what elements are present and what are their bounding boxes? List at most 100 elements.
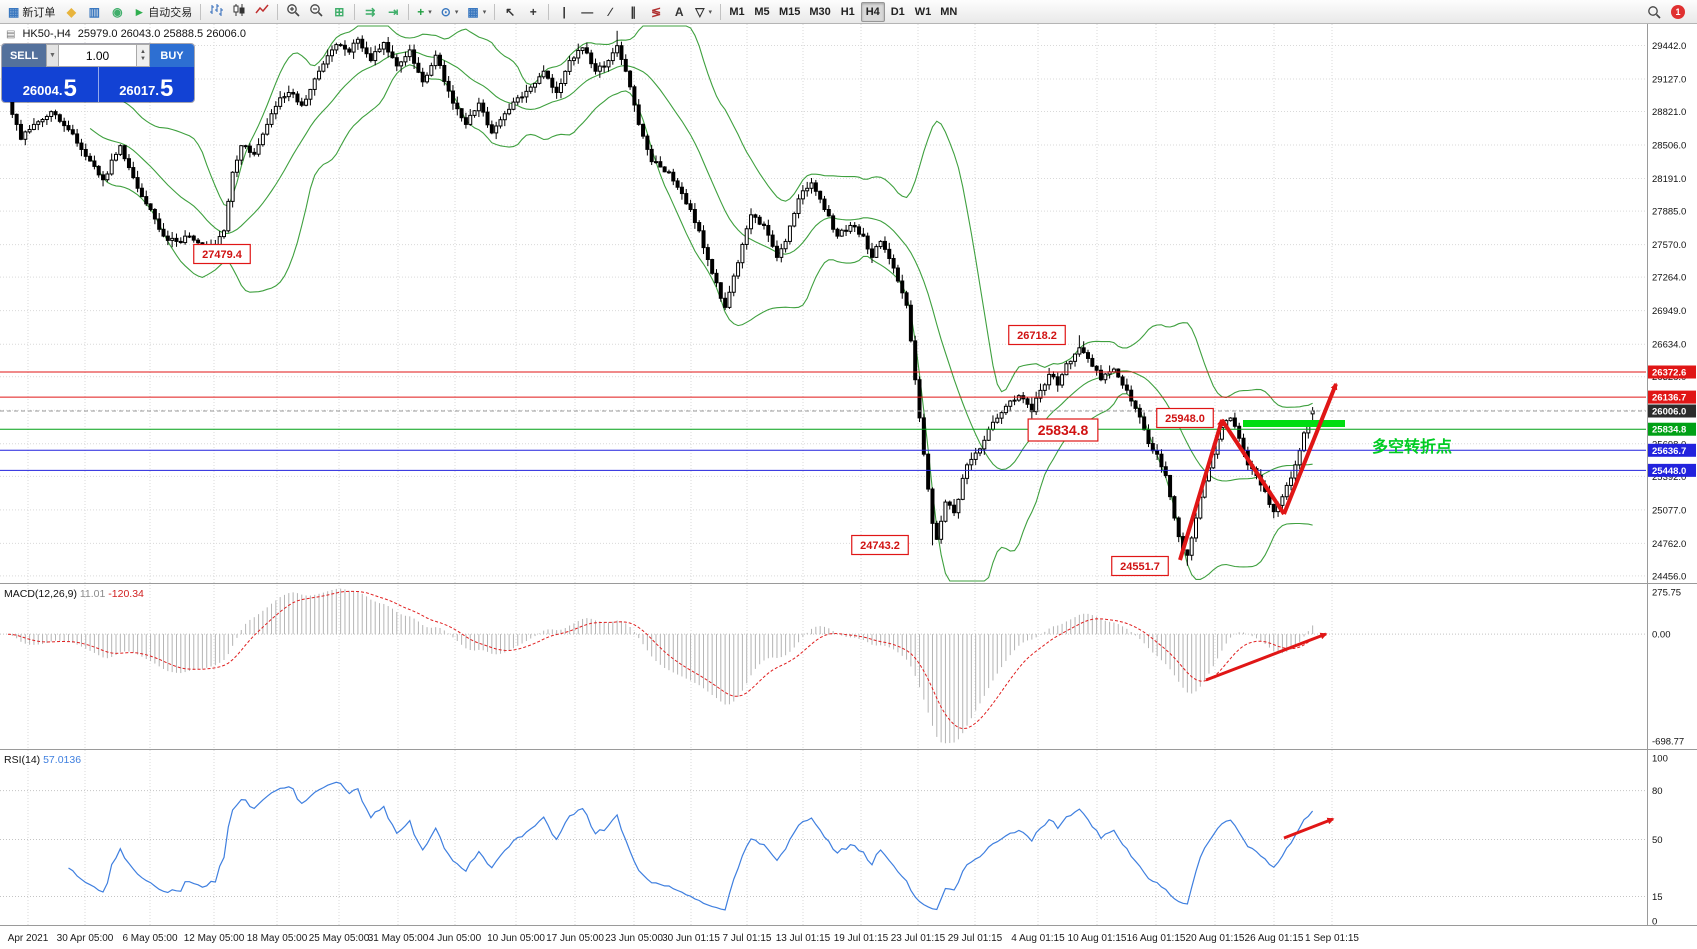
tf-m1-button[interactable]: M1 <box>725 2 749 22</box>
crosshair-icon: + <box>529 4 537 19</box>
text-button[interactable]: A <box>668 2 690 22</box>
periods-button-dropdown[interactable]: ▾ <box>454 8 459 16</box>
text-icon: A <box>674 4 684 19</box>
templates-button[interactable]: ▦ ▾ <box>463 2 490 22</box>
horizontal-line-button[interactable]: — <box>576 2 598 22</box>
volume-step-up[interactable]: ▲ <box>140 48 146 55</box>
market-watch-button[interactable]: ▥ <box>83 2 105 22</box>
bar-chart-icon <box>209 3 224 20</box>
chart-shift-button[interactable]: ⇥ <box>382 2 404 22</box>
navigator-button[interactable]: ◉ <box>106 2 128 22</box>
tf-mn-button[interactable]: MN <box>936 2 961 22</box>
search-button[interactable] <box>1643 2 1665 22</box>
periods-icon: ⊙ <box>440 4 451 19</box>
volume-input[interactable] <box>59 45 136 66</box>
price-scale[interactable]: 29442.0 29127.0 28821.0 28506.0 28191.0 27885… <box>1647 24 1697 949</box>
svg-text:275.75: 275.75 <box>1652 588 1681 599</box>
tf-d1-button[interactable]: D1 <box>886 2 910 22</box>
chart-shift-icon: ⇥ <box>388 4 399 19</box>
arrows-button-dropdown[interactable]: ▾ <box>708 8 712 16</box>
bar-chart-button[interactable] <box>205 2 227 22</box>
line-chart-button[interactable] <box>251 2 273 22</box>
new-order-icon: ▦ <box>8 4 20 19</box>
new-order-button[interactable]: ▦ 新订单 <box>4 2 59 22</box>
svg-text:Apr 2021: Apr 2021 <box>8 933 49 944</box>
buy-button[interactable]: BUY <box>150 44 194 67</box>
auto-scroll-button[interactable]: ⇉ <box>359 2 381 22</box>
svg-text:25948.0: 25948.0 <box>1165 413 1205 425</box>
cursor-button[interactable]: ↖ <box>499 2 521 22</box>
toolbar-separator <box>277 3 279 20</box>
svg-text:12 May 05:00: 12 May 05:00 <box>184 933 245 944</box>
tf-w1-button[interactable]: W1 <box>911 2 936 22</box>
svg-text:10 Jun 05:00: 10 Jun 05:00 <box>487 933 545 944</box>
svg-text:31 May 05:00: 31 May 05:00 <box>368 933 429 944</box>
zoom-in-button[interactable] <box>282 2 304 22</box>
svg-text:26372.6: 26372.6 <box>1652 368 1686 379</box>
tf-m15-button[interactable]: M15 <box>775 2 804 22</box>
bid-price: 26004. <box>22 82 63 98</box>
one-click-trading-widget: SELL ▼ ▲ ▼ BUY 26004. 5 26017. 5 <box>2 44 194 102</box>
callout-labels[interactable]: 27479.4 26718.2 25834.8 25948.0 24743.2 24551… <box>193 243 1214 577</box>
bollinger-bands <box>89 25 1313 582</box>
panel-dividers[interactable] <box>0 583 1697 926</box>
tf-m5-button[interactable]: M5 <box>750 2 774 22</box>
trend-arrows[interactable] <box>1178 382 1338 840</box>
zoom-out-button[interactable] <box>305 2 327 22</box>
arrows-icon: ▽ <box>695 4 705 19</box>
fibonacci-button[interactable]: ≶ <box>645 2 667 22</box>
indicators-list-icon: + <box>417 4 425 19</box>
svg-text:24743.2: 24743.2 <box>860 540 900 552</box>
notification-badge[interactable]: 1 <box>1671 4 1685 19</box>
buy-price-button[interactable]: 26017. 5 <box>99 67 195 102</box>
svg-text:10 Aug 01:15: 10 Aug 01:15 <box>1068 933 1127 944</box>
svg-text:29442.0: 29442.0 <box>1652 41 1686 52</box>
candlestick-chart-button[interactable] <box>228 2 250 22</box>
svg-text:7 Jul 01:15: 7 Jul 01:15 <box>723 933 772 944</box>
vertical-line-button[interactable]: | <box>553 2 575 22</box>
svg-text:23 Jul 01:15: 23 Jul 01:15 <box>891 933 946 944</box>
indicators-list-button[interactable]: + ▾ <box>413 2 436 22</box>
bid-price-big-digit: 5 <box>63 74 77 102</box>
mql5-community-button[interactable]: ◆ <box>60 2 82 22</box>
crosshair-button[interactable]: + <box>522 2 544 22</box>
tf-h4-button[interactable]: H4 <box>860 1 885 22</box>
auto-scroll-icon: ⇉ <box>365 4 376 19</box>
arrows-button[interactable]: ▽ ▾ <box>691 2 716 22</box>
toolbar-separator <box>408 3 410 20</box>
tile-windows-button[interactable]: ⊞ <box>328 2 350 22</box>
volume-step-down[interactable]: ▼ <box>140 55 146 62</box>
svg-text:80: 80 <box>1652 786 1663 797</box>
tf-m30-button[interactable]: M30 <box>805 2 834 22</box>
autotrading-button[interactable]: ► 自动交易 <box>129 2 196 22</box>
templates-button-dropdown[interactable]: ▾ <box>482 8 487 16</box>
volume-stepper[interactable]: ▲ ▼ <box>137 44 150 67</box>
cursor-icon: ↖ <box>505 4 516 19</box>
svg-text:30 Apr 05:00: 30 Apr 05:00 <box>57 933 114 944</box>
annotation-text[interactable]: 多空转折点 <box>1372 437 1452 456</box>
svg-text:19 Jul 01:15: 19 Jul 01:15 <box>834 933 889 944</box>
macd-histogram <box>11 588 1314 744</box>
time-axis-labels[interactable]: Apr 2021 30 Apr 05:00 6 May 05:00 12 May 05… <box>8 933 1360 944</box>
channel-icon: ∥ <box>630 4 637 19</box>
svg-text:24456.0: 24456.0 <box>1652 571 1686 582</box>
svg-text:30 Jun 01:15: 30 Jun 01:15 <box>662 933 720 944</box>
indicators-list-button-dropdown[interactable]: ▾ <box>428 8 432 16</box>
svg-text:28506.0: 28506.0 <box>1652 141 1686 152</box>
tf-h1-button[interactable]: H1 <box>836 2 860 22</box>
svg-text:26 Aug 01:15: 26 Aug 01:15 <box>1245 933 1304 944</box>
periods-button[interactable]: ⊙ ▾ <box>437 2 463 22</box>
sell-price-button[interactable]: 26004. 5 <box>2 67 99 102</box>
sell-button[interactable]: SELL <box>2 44 46 67</box>
volume-dropdown[interactable]: ▼ <box>46 44 59 67</box>
trendline-button[interactable]: ∕ <box>599 2 621 22</box>
chart-canvas[interactable]: 27479.4 26718.2 25834.8 25948.0 24743.2 24551… <box>0 24 1697 949</box>
zoom-in-icon <box>286 3 300 20</box>
channel-button[interactable]: ∥ <box>622 2 644 22</box>
tf-m1-button-label: M1 <box>729 5 745 18</box>
level-lines[interactable] <box>0 371 1646 471</box>
horizontal-line-icon: — <box>581 4 594 19</box>
support-zone-rect[interactable] <box>1243 420 1345 427</box>
svg-text:25 May 05:00: 25 May 05:00 <box>309 933 370 944</box>
